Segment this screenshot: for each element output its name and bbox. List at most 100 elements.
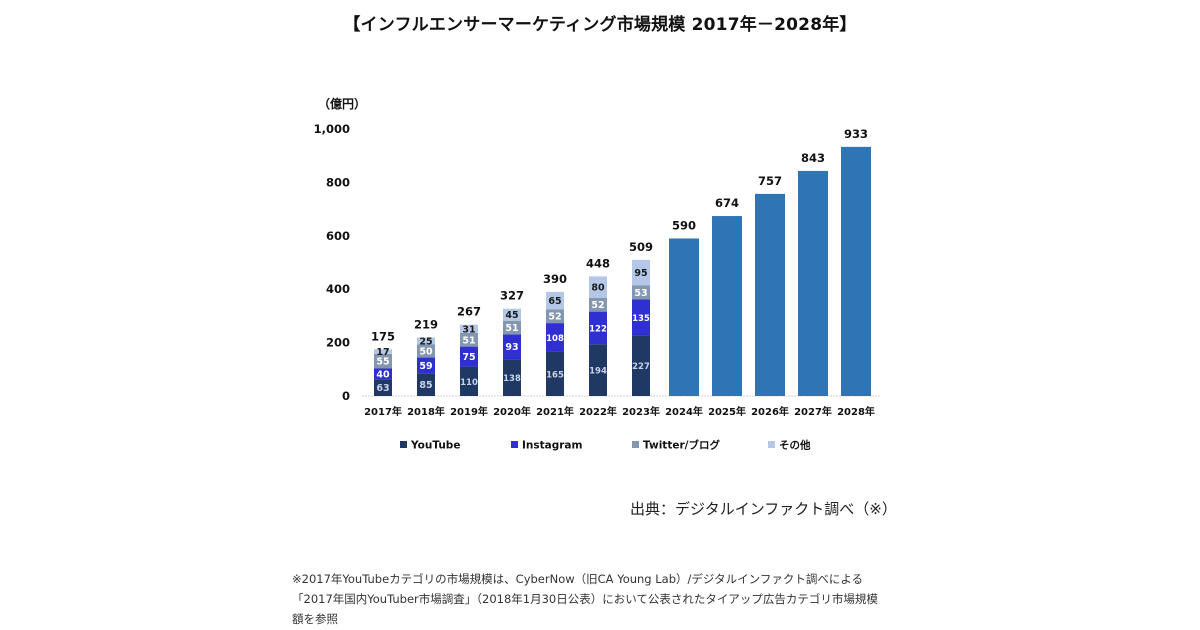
bar-forecast	[755, 193, 785, 396]
segment-value-label: 50	[419, 346, 433, 357]
bar-segment-instagram	[374, 368, 392, 380]
bar-segment-youtube	[503, 359, 521, 396]
total-value-label: 757	[758, 174, 782, 188]
source-credit: 出典：デジタルインファクト調べ（※）	[630, 500, 897, 518]
segment-value-label: 135	[632, 314, 650, 324]
legend-swatch	[400, 441, 407, 448]
segment-value-label: 227	[632, 362, 650, 372]
x-axis: 2017年 2018年 2019年 2020年 2021年 2022年 2023年 2024年…	[364, 405, 875, 418]
x-tick-label: 2024年	[665, 405, 703, 418]
bar-forecast	[669, 238, 699, 396]
y-tick-label: 1,000	[314, 122, 350, 136]
total-value-label: 327	[500, 289, 524, 303]
bar-segment-	[417, 337, 435, 345]
footnote-line: ※2017年YouTubeカテゴリの市場規模は、CyberNow（旧CA You…	[292, 572, 863, 586]
y-tick-label: 800	[326, 175, 350, 189]
segment-value-label: 138	[503, 374, 521, 384]
bar-segment-instagram	[417, 357, 435, 374]
total-value-label: 175	[371, 329, 395, 343]
bar-segment-youtube	[374, 379, 392, 396]
segment-value-label: 51	[462, 335, 475, 346]
bar-segment-instagram	[460, 346, 478, 367]
page-title: 【インフルエンサーマーケティング市場規模 2017年－2028年】	[343, 15, 857, 35]
x-tick-label: 2026年	[751, 405, 789, 418]
segment-value-label: 194	[589, 367, 607, 377]
segment-value-label: 45	[505, 310, 518, 321]
y-axis: 0 200 400 600 800 1,000	[314, 122, 350, 403]
segment-value-label: 122	[589, 324, 607, 334]
bar-segment-twitter	[460, 332, 478, 347]
x-tick-label: 2023年	[622, 405, 660, 418]
bar-segment-youtube	[546, 351, 564, 396]
segment-value-label: 51	[505, 323, 518, 334]
y-tick-label: 200	[326, 336, 350, 350]
segment-value-label: 95	[634, 268, 647, 279]
bar-segment-	[374, 349, 392, 354]
segment-value-label: 59	[419, 361, 432, 372]
x-tick-label: 2018年	[407, 405, 445, 418]
footnote: ※2017年YouTubeカテゴリの市場規模は、CyberNow（旧CA You…	[292, 569, 932, 629]
legend: YouTube Instagram Twitter/ブログ その他	[400, 439, 811, 452]
bar-segment-	[589, 276, 607, 298]
legend-label: YouTube	[410, 440, 460, 452]
bar-segment-youtube	[417, 373, 435, 396]
bar-segment-twitter	[546, 309, 564, 324]
legend-label: Twitter/ブログ	[643, 439, 720, 452]
bar-forecast	[798, 170, 828, 396]
segment-value-label: 93	[505, 342, 518, 353]
legend-label: Instagram	[522, 440, 583, 452]
legend-swatch	[511, 441, 518, 448]
segment-value-label: 165	[546, 370, 564, 380]
segment-value-label: 108	[546, 334, 564, 344]
x-tick-label: 2020年	[493, 405, 531, 418]
bar-segment-instagram	[632, 299, 650, 336]
y-tick-label: 400	[326, 282, 350, 296]
bar-segment-twitter	[589, 297, 607, 312]
bar-segment-instagram	[503, 334, 521, 360]
segment-value-label: 40	[376, 369, 390, 380]
segment-value-label: 31	[462, 324, 475, 335]
segment-value-label: 65	[548, 296, 561, 307]
total-value-label: 843	[801, 151, 825, 165]
bar-segment-twitter	[632, 285, 650, 300]
bar-segment-instagram	[589, 311, 607, 345]
bar-segment-youtube	[632, 335, 650, 396]
footnote-line: 額を参照	[292, 612, 338, 626]
bar-segment-	[503, 308, 521, 321]
total-value-label: 933	[844, 127, 868, 141]
segment-value-label: 17	[376, 347, 389, 358]
x-tick-label: 2021年	[536, 405, 574, 418]
bar-segment-	[460, 324, 478, 333]
x-tick-label: 2019年	[450, 405, 488, 418]
bar-segment-	[546, 291, 564, 310]
total-value-label: 448	[586, 256, 610, 270]
footnote-line: 「2017年国内YouTuber市場調査」（2018年1月30日公表）において公…	[292, 592, 878, 606]
x-tick-label: 2028年	[837, 405, 875, 418]
total-value-label: 509	[629, 240, 653, 254]
total-value-label: 390	[543, 272, 567, 286]
bar-segment-twitter	[503, 320, 521, 335]
segment-value-label: 53	[634, 288, 647, 299]
legend-label: その他	[779, 439, 811, 452]
bar-segment-youtube	[589, 344, 607, 396]
bar-segment-twitter	[417, 344, 435, 358]
total-value-label: 219	[414, 318, 438, 332]
bar-segment-instagram	[546, 323, 564, 352]
segment-value-label: 52	[591, 300, 604, 311]
x-tick-label: 2025年	[708, 405, 746, 418]
bar-forecast	[712, 216, 742, 396]
x-tick-label: 2022年	[579, 405, 617, 418]
bar-segment-youtube	[460, 366, 478, 396]
bars: 6340551717585595025219110755131267138935…	[371, 127, 871, 396]
segment-value-label: 52	[548, 312, 561, 323]
bar-forecast	[841, 146, 871, 396]
bar-segment-twitter	[374, 353, 392, 369]
segment-value-label: 110	[460, 378, 478, 388]
segment-value-label: 25	[419, 336, 432, 347]
segment-value-label: 85	[419, 380, 432, 391]
legend-swatch	[632, 441, 639, 448]
segment-value-label: 55	[376, 357, 389, 368]
segment-value-label: 75	[462, 352, 475, 363]
legend-swatch	[768, 441, 775, 448]
